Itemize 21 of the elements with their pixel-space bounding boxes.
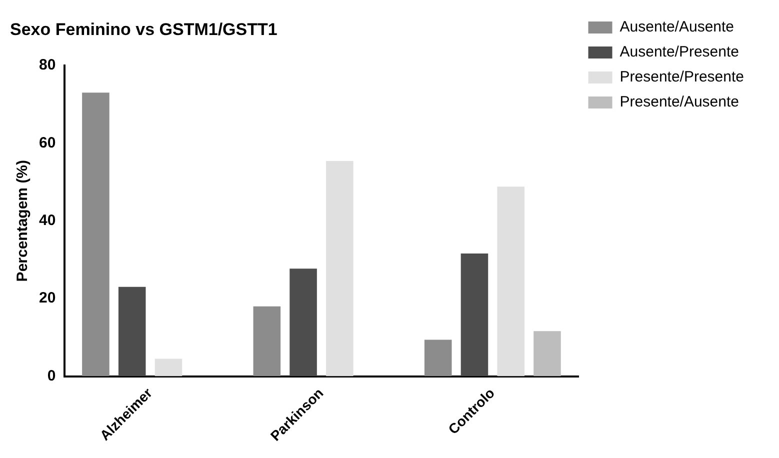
legend-label: Ausente/Ausente — [620, 18, 734, 36]
bar — [497, 186, 524, 376]
y-tick-label: 40 — [38, 212, 56, 229]
legend-label: Presente/Ausente — [620, 94, 740, 111]
y-tick-label: 80 — [38, 56, 56, 74]
bar — [82, 92, 110, 376]
bar — [118, 286, 146, 376]
bar — [290, 268, 317, 376]
legend-label: Ausente/Presente — [620, 44, 740, 61]
bar — [253, 306, 281, 376]
bar — [534, 331, 561, 376]
bar — [326, 160, 354, 376]
y-tick-label: 0 — [47, 367, 56, 384]
bar — [424, 340, 452, 376]
bar — [460, 253, 488, 376]
y-tick-label: 60 — [38, 134, 56, 152]
chart-title: Sexo Feminino vs GSTM1/GSTT1 — [10, 20, 278, 39]
legend-label: Presente/Presente — [620, 68, 744, 86]
bar — [154, 358, 182, 376]
y-axis-title: Percentagem (%) — [14, 160, 32, 282]
y-tick-label: 20 — [38, 290, 56, 307]
